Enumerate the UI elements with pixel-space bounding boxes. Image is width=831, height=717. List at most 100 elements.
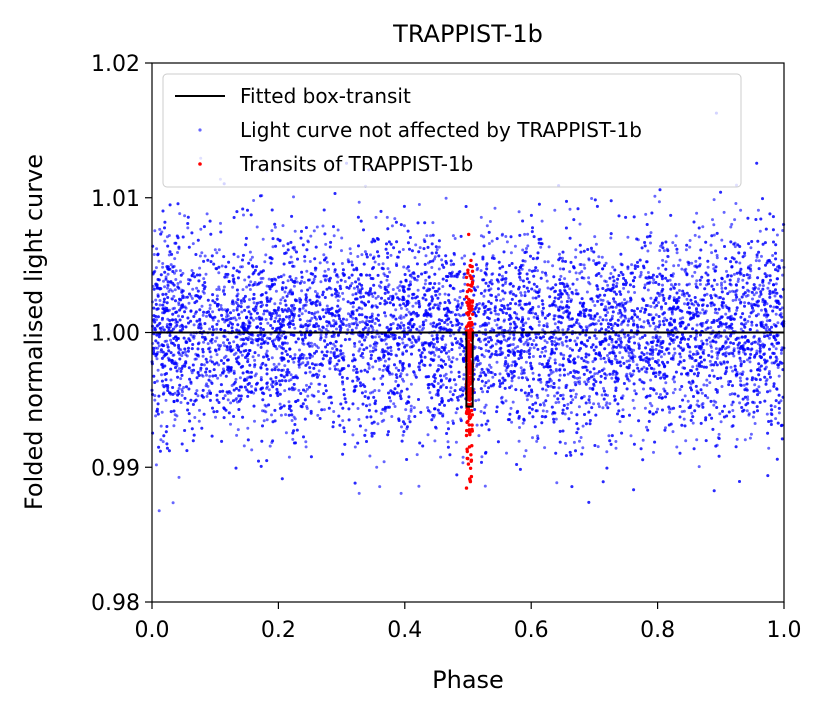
- baseline-point: [178, 269, 182, 273]
- baseline-point: [378, 367, 382, 371]
- baseline-point: [281, 320, 285, 324]
- baseline-point: [543, 260, 547, 264]
- baseline-point: [725, 269, 728, 273]
- baseline-point: [535, 439, 539, 443]
- baseline-point: [517, 303, 521, 307]
- baseline-point: [437, 364, 441, 367]
- baseline-point: [723, 280, 727, 284]
- baseline-point: [365, 319, 369, 323]
- baseline-point: [592, 402, 596, 406]
- baseline-point: [179, 348, 183, 352]
- baseline-point: [200, 251, 204, 255]
- baseline-point: [242, 213, 245, 217]
- baseline-point: [401, 341, 405, 345]
- baseline-point: [746, 358, 749, 362]
- baseline-point: [198, 408, 201, 412]
- baseline-point: [555, 391, 559, 395]
- baseline-point: [360, 307, 364, 311]
- baseline-point: [484, 328, 488, 332]
- baseline-point: [402, 315, 406, 319]
- baseline-point: [321, 224, 325, 228]
- baseline-point: [690, 261, 694, 265]
- baseline-point: [163, 239, 167, 243]
- baseline-point: [757, 259, 761, 263]
- baseline-point: [177, 475, 181, 479]
- baseline-point: [155, 324, 159, 328]
- baseline-point: [401, 433, 405, 437]
- baseline-point: [611, 265, 615, 269]
- baseline-point: [395, 354, 399, 358]
- baseline-point: [742, 350, 746, 354]
- baseline-point: [673, 387, 677, 391]
- baseline-point: [340, 262, 344, 265]
- baseline-point: [695, 279, 699, 283]
- baseline-point: [524, 360, 528, 364]
- baseline-point: [606, 283, 610, 287]
- baseline-point: [495, 323, 499, 327]
- baseline-point: [208, 327, 212, 331]
- baseline-point: [727, 345, 731, 349]
- baseline-point: [376, 295, 380, 298]
- baseline-point: [428, 391, 432, 394]
- baseline-point: [463, 254, 467, 258]
- baseline-point: [495, 360, 499, 364]
- baseline-point: [372, 346, 375, 350]
- baseline-point: [777, 374, 781, 378]
- baseline-point: [323, 339, 327, 343]
- baseline-point: [267, 277, 271, 281]
- baseline-point: [350, 260, 354, 264]
- baseline-point: [656, 407, 660, 411]
- baseline-point: [391, 288, 395, 291]
- baseline-point: [543, 339, 547, 343]
- baseline-point: [578, 376, 582, 380]
- baseline-point: [341, 291, 345, 295]
- baseline-point: [557, 314, 561, 318]
- baseline-point: [217, 248, 221, 252]
- baseline-point: [765, 378, 769, 381]
- baseline-point: [319, 280, 323, 284]
- baseline-point: [753, 383, 757, 387]
- baseline-point: [663, 372, 667, 376]
- baseline-point: [267, 388, 271, 392]
- baseline-point: [512, 337, 516, 341]
- baseline-point: [275, 347, 279, 351]
- baseline-point: [389, 294, 392, 298]
- baseline-point: [458, 353, 462, 356]
- baseline-point: [253, 419, 256, 423]
- baseline-point: [171, 353, 175, 357]
- baseline-point: [717, 336, 720, 339]
- baseline-point: [732, 354, 736, 358]
- baseline-point: [766, 286, 770, 290]
- baseline-point: [746, 395, 750, 399]
- baseline-point: [773, 405, 777, 409]
- baseline-point: [712, 267, 716, 271]
- baseline-point: [779, 351, 783, 355]
- baseline-point: [525, 394, 529, 398]
- baseline-point: [394, 379, 398, 383]
- baseline-point: [493, 206, 497, 210]
- baseline-point: [161, 265, 165, 269]
- baseline-point: [542, 403, 546, 407]
- baseline-point: [164, 398, 168, 402]
- baseline-point: [525, 338, 529, 342]
- baseline-point: [204, 272, 208, 276]
- baseline-point: [476, 285, 480, 289]
- baseline-point: [710, 251, 714, 255]
- baseline-point: [232, 309, 236, 312]
- baseline-point: [718, 412, 722, 416]
- baseline-point: [482, 235, 486, 239]
- baseline-point: [561, 328, 565, 332]
- baseline-point: [176, 251, 179, 254]
- baseline-point: [248, 250, 252, 254]
- baseline-point: [290, 419, 294, 422]
- baseline-point: [667, 334, 670, 338]
- baseline-point: [614, 305, 618, 309]
- baseline-point: [591, 299, 595, 303]
- baseline-point: [709, 243, 713, 247]
- baseline-point: [650, 345, 654, 349]
- baseline-point: [153, 398, 157, 402]
- baseline-point: [195, 389, 199, 393]
- baseline-point: [618, 420, 622, 424]
- baseline-point: [352, 368, 355, 372]
- baseline-point: [198, 266, 202, 270]
